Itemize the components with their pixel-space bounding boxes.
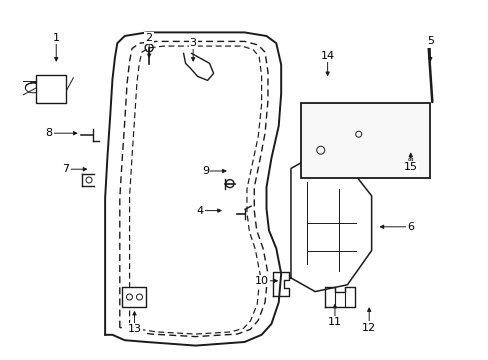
Bar [122,287,146,307]
Text: 2: 2 [145,33,152,43]
Text: 13: 13 [127,324,141,334]
Text: 11: 11 [327,317,341,327]
Text: 14: 14 [320,51,334,61]
Text: 4: 4 [197,206,203,216]
Text: 15: 15 [403,162,417,172]
Text: 5: 5 [426,36,433,46]
Text: 9: 9 [202,166,208,176]
Text: 3: 3 [189,38,196,48]
Text: 6: 6 [407,222,413,232]
Text: 10: 10 [254,276,268,286]
Bar [300,103,429,178]
Text: 7: 7 [62,164,69,174]
Text: 12: 12 [362,323,375,333]
Bar [36,75,66,103]
Text: 8: 8 [45,128,52,138]
Text: 1: 1 [53,33,60,43]
